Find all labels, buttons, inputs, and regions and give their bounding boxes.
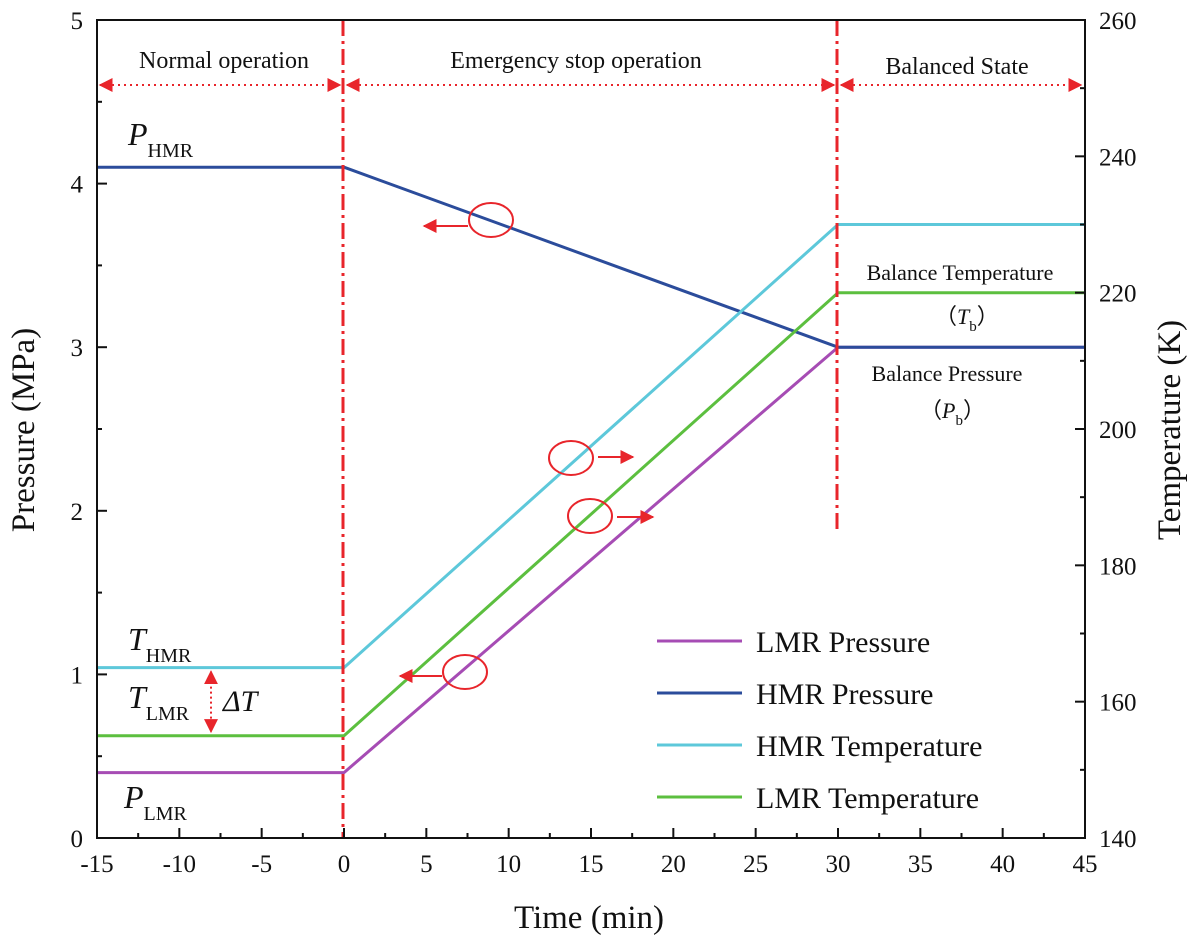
annotation-t-lmr: TLMR (128, 679, 190, 725)
legend-label-2: HMR Temperature (756, 730, 982, 763)
annotation-tb: （Tb） (935, 304, 999, 335)
phase-label-balanced: Balanced State (885, 54, 1028, 80)
x-tick-label-0: -15 (80, 851, 113, 878)
annotation-p-lmr: PLMR (123, 779, 188, 825)
x-tick-label-1: -10 (163, 851, 196, 878)
annotation-balance-pressure: Balance Pressure (872, 361, 1023, 386)
y-left-tick-label-2: 2 (71, 499, 84, 526)
y-right-tick-label-3: 200 (1099, 417, 1137, 444)
y-right-tick-label-5: 240 (1099, 144, 1137, 171)
x-tick-label-5: 10 (496, 851, 521, 878)
x-tick-label-11: 40 (990, 851, 1015, 878)
series-line-2 (97, 223, 1085, 670)
legend-layer: LMR Pressure HMR Pressure HMR Temperature L… (657, 626, 982, 815)
y-axis-left-title: Pressure (MPa) (6, 328, 42, 532)
axis-marker-circle-1 (548, 440, 594, 476)
y-left-tick-label-5: 5 (71, 8, 84, 35)
axis-marker-circle-0 (468, 202, 514, 238)
x-tick-label-9: 30 (826, 851, 851, 878)
y-right-tick-label-2: 180 (1099, 553, 1137, 580)
legend-label-1: HMR Pressure (756, 678, 934, 711)
x-tick-label-12: 45 (1073, 851, 1098, 878)
y-axis-right-title: Temperature (K) (1152, 320, 1188, 540)
x-tick-label-6: 15 (579, 851, 604, 878)
legend-label-3: LMR Temperature (756, 782, 979, 815)
series-line-3 (97, 291, 1085, 738)
x-tick-label-3: 0 (338, 851, 351, 878)
x-axis-title: Time (min) (514, 900, 664, 936)
x-tick-label-4: 5 (420, 851, 433, 878)
series-line-1 (97, 165, 1085, 349)
x-tick-label-7: 20 (661, 851, 686, 878)
legend-label-0: LMR Pressure (756, 626, 930, 659)
y-right-tick-label-1: 160 (1099, 690, 1137, 717)
y-left-tick-label-4: 4 (71, 172, 84, 199)
y-right-tick-label-4: 220 (1099, 281, 1137, 308)
y-left-tick-label-1: 1 (71, 662, 84, 689)
annotation-pb: （Pb） (920, 398, 985, 429)
annotation-p-hmr: PHMR (127, 116, 194, 162)
axis-marker-circle-3 (442, 654, 488, 690)
y-right-tick-label-0: 140 (1099, 826, 1137, 853)
y-right-tick-label-6: 260 (1099, 8, 1137, 35)
x-tick-label-2: -5 (251, 851, 272, 878)
annotation-delta-t: ΔT (222, 685, 260, 718)
marker-layer (204, 202, 655, 734)
annotation-balance-temperature: Balance Temperature (867, 260, 1054, 285)
x-tick-label-8: 25 (743, 851, 768, 878)
series-layer (97, 165, 1085, 775)
divider-layer (341, 20, 839, 838)
y-left-tick-label-3: 3 (71, 335, 84, 362)
x-tick-label-10: 35 (908, 851, 933, 878)
axes-layer: -15 -10 -5 0 5 10 15 20 25 30 35 40 4501234514016018… (71, 8, 1137, 878)
y-left-tick-label-0: 0 (71, 826, 84, 853)
phase-label-emergency: Emergency stop operation (450, 48, 701, 74)
phase-label-normal: Normal operation (139, 48, 309, 74)
axis-marker-circle-2 (567, 498, 613, 534)
annotation-t-hmr: THMR (128, 621, 192, 667)
